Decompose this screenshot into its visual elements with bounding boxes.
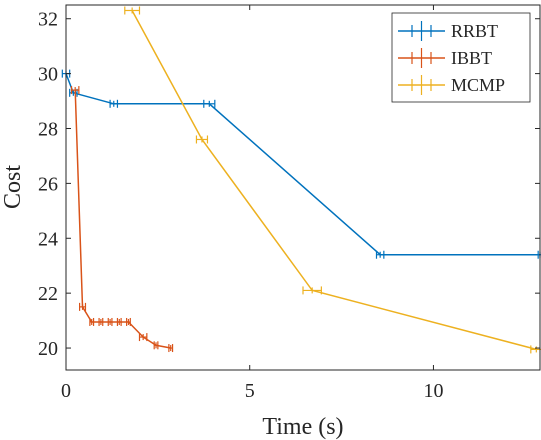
x-tick-label: 5 bbox=[245, 380, 255, 402]
y-tick-label: 20 bbox=[38, 338, 58, 360]
plot-lines bbox=[61, 6, 541, 354]
data-point-ibbt bbox=[116, 317, 122, 326]
legend: RRBT IBBT MCMP bbox=[391, 12, 531, 103]
legend-entry-mcmp: MCMP bbox=[398, 75, 505, 95]
x-tick-label: 10 bbox=[423, 380, 443, 402]
data-point-ibbt bbox=[78, 302, 87, 311]
data-point-rrbt bbox=[203, 99, 216, 108]
data-point-mcmp bbox=[302, 286, 322, 295]
series-line-ibbt bbox=[74, 90, 171, 349]
data-point-ibbt bbox=[126, 317, 131, 326]
legend-entry-ibbt: IBBT bbox=[398, 48, 492, 68]
y-tick-label: 32 bbox=[38, 9, 58, 31]
series-mcmp bbox=[124, 6, 541, 354]
x-axis-ticks: 0 5 10 bbox=[61, 5, 443, 402]
y-axis-ticks: 20 22 24 26 28 30 32 bbox=[38, 9, 540, 360]
plot-frame bbox=[65, 4, 541, 371]
data-point-ibbt bbox=[138, 333, 148, 342]
y-tick-label: 28 bbox=[38, 118, 58, 140]
legend-entry-rrbt: RRBT bbox=[398, 21, 498, 41]
data-point-ibbt bbox=[168, 344, 174, 353]
y-tick-label: 22 bbox=[38, 283, 58, 305]
legend-label-rrbt: RRBT bbox=[451, 21, 498, 41]
data-point-rrbt bbox=[375, 250, 385, 259]
data-point-ibbt bbox=[89, 317, 95, 326]
x-tick-label: 0 bbox=[61, 380, 71, 402]
legend-label-ibbt: IBBT bbox=[451, 48, 492, 68]
data-point-rrbt bbox=[109, 99, 119, 108]
data-point-ibbt bbox=[107, 317, 113, 326]
series-line-mcmp bbox=[131, 10, 537, 351]
legend-label-mcmp: MCMP bbox=[451, 75, 505, 95]
data-point-mcmp bbox=[195, 135, 209, 144]
y-tick-label: 30 bbox=[38, 64, 58, 86]
y-tick-label: 26 bbox=[38, 173, 58, 195]
data-point-mcmp bbox=[124, 6, 141, 15]
x-axis-title: Time (s) bbox=[262, 414, 343, 440]
series-ibbt bbox=[70, 86, 174, 353]
data-point-ibbt bbox=[153, 341, 159, 350]
data-point-ibbt bbox=[98, 317, 104, 326]
y-axis-title: Cost bbox=[0, 165, 26, 209]
y-tick-label: 24 bbox=[38, 228, 58, 250]
data-point-ibbt bbox=[70, 86, 80, 95]
